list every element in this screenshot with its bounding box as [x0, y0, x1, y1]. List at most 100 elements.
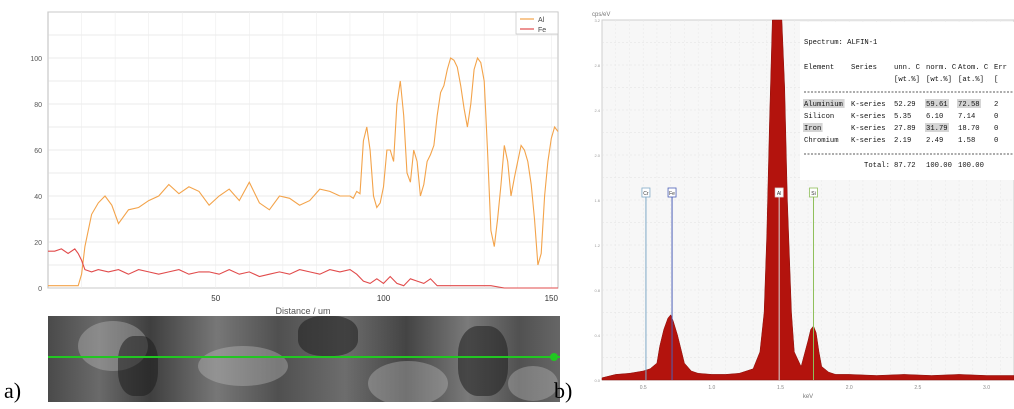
- element-markers: Cr Fe Al Si: [641, 187, 818, 380]
- table-cell: Aluminium: [804, 101, 843, 109]
- x-tick-label: 2.0: [846, 385, 853, 391]
- spectrum-area: [601, 19, 1014, 381]
- table-cell: 72.58: [958, 101, 980, 109]
- grid-a: [48, 11, 558, 289]
- y-tick-label: 2.4: [594, 108, 600, 113]
- table-cell-highlight: [925, 123, 949, 132]
- x-tick-label: 1.5: [777, 385, 784, 391]
- marker-box-cr: [641, 187, 651, 198]
- table-header: Series: [851, 64, 877, 72]
- table-unit: [wt.%]: [926, 76, 952, 84]
- table-cell: 7.14: [958, 113, 975, 121]
- panel-label-b: b): [554, 378, 573, 403]
- marker-box-al: [774, 187, 784, 198]
- y-tick-label: 2.0: [594, 153, 600, 158]
- y-tick-label: 2.8: [594, 63, 600, 68]
- y-tick-label: 20: [34, 240, 42, 247]
- legend-label: Fe: [538, 27, 546, 34]
- table-cell-highlight: [803, 123, 823, 132]
- y-tick-label: 100: [30, 56, 42, 63]
- table-cell: K-series: [851, 125, 886, 133]
- panel-label-a: a): [4, 378, 22, 403]
- line-profile-chart: 0 20 40 60 80 100 50 100 150 Al Fe Distance / um: [30, 11, 559, 316]
- table-cell: K-series: [851, 101, 886, 109]
- results-table: Spectrum: ALFIN-1 Element Series unn. C norm…: [800, 22, 1014, 180]
- y-tick-label: 60: [34, 148, 42, 155]
- spectrum-title: Spectrum: ALFIN-1: [804, 39, 877, 47]
- scan-line: [48, 356, 560, 358]
- y-tick-label: 0.8: [594, 288, 600, 293]
- marker-label-cr: Cr: [643, 191, 649, 197]
- table-total-cell: 87.72: [894, 162, 916, 170]
- legend-a: Al Fe: [515, 11, 559, 35]
- y-tick-label: 0: [38, 286, 42, 293]
- series-line-al: [48, 56, 559, 287]
- table-cell: 31.79: [926, 125, 948, 133]
- x-tick-label: 2.5: [914, 385, 921, 391]
- x-axis-label-b: keV: [803, 394, 813, 400]
- legend-box: [515, 11, 559, 35]
- marker-label-si: Si: [811, 191, 815, 197]
- table-cell: 2.49: [926, 137, 943, 145]
- table-header: Atom. C: [958, 64, 989, 72]
- table-cell-highlight: [803, 99, 845, 108]
- table-cell: K-series: [851, 113, 886, 121]
- series-line-fe: [48, 248, 558, 289]
- sem-image: [48, 316, 560, 402]
- axes-b: 0.5 1.0 1.5 2.0 2.5 3.0 0.0 0.4 0.8 1.2 1.6 2.0 2.4 2…: [594, 18, 990, 391]
- table-header: norm. C: [926, 64, 957, 72]
- table-cell: 0: [994, 137, 998, 145]
- y-tick-label: 80: [34, 102, 42, 109]
- table-cell: 2: [994, 101, 998, 109]
- table-cell: 6.10: [926, 113, 943, 121]
- table-cell: 0: [994, 113, 998, 121]
- table-cell-highlight: [957, 99, 981, 108]
- x-tick-label: 150: [545, 294, 559, 303]
- table-cell: 59.61: [926, 101, 948, 109]
- series-a: [48, 56, 559, 289]
- x-tick-label: 3.0: [983, 385, 990, 391]
- table-cell: 2.19: [894, 137, 911, 145]
- scan-line-end-marker: [550, 353, 558, 361]
- legend-label: Al: [538, 17, 545, 24]
- y-tick-label: 3.2: [594, 18, 600, 23]
- x-tick-label: 50: [211, 294, 220, 303]
- table-unit: [: [994, 76, 998, 84]
- y-tick-label: 40: [34, 194, 42, 201]
- table-cell: 1.58: [958, 137, 975, 145]
- eds-spectrum-chart: Cr Fe Al Si 0.5 1.0 1.5 2.0 2.5 3.0 0.0 0.4 0.8 1.2 1…: [592, 12, 1014, 400]
- y-tick-label: 1.2: [594, 243, 600, 248]
- table-cell: 0: [994, 125, 998, 133]
- x-tick-label: 1.0: [708, 385, 715, 391]
- x-axis-label-a: Distance / um: [275, 306, 330, 316]
- marker-label-fe: Fe: [669, 191, 675, 197]
- table-cell: 52.29: [894, 101, 916, 109]
- table-cell: Silicon: [804, 113, 834, 121]
- table-cell: Iron: [804, 125, 821, 133]
- table-cell: 5.35: [894, 113, 911, 121]
- table-unit: [wt.%]: [894, 76, 920, 84]
- table-cell: 27.89: [894, 125, 916, 133]
- table-cell: K-series: [851, 137, 886, 145]
- y-tick-label: 0.0: [594, 378, 600, 383]
- table-header: Element: [804, 64, 834, 72]
- y-tick-label: 0.4: [594, 333, 600, 338]
- y-tick-label: 1.6: [594, 198, 600, 203]
- table-header: unn. C: [894, 64, 921, 72]
- marker-box-fe: [667, 187, 677, 198]
- table-cell: 18.70: [958, 125, 980, 133]
- table-total-cell: 100.00: [926, 162, 952, 170]
- table-cell: Chromium: [804, 137, 839, 145]
- table-total-label: Total:: [864, 162, 890, 170]
- axes-a: 0 20 40 60 80 100 50 100 150: [30, 56, 558, 303]
- marker-box-si: [809, 187, 818, 198]
- table-unit: [at.%]: [958, 76, 984, 84]
- table-cell-highlight: [925, 99, 949, 108]
- x-tick-label: 0.5: [640, 385, 647, 391]
- series-b: [601, 19, 1014, 381]
- y-axis-label-b: cps/eV: [592, 12, 610, 18]
- marker-label-al: Al: [777, 191, 781, 197]
- table-header: Err: [994, 64, 1007, 72]
- table-total-cell: 100.00: [958, 162, 984, 170]
- x-tick-label: 100: [377, 294, 391, 303]
